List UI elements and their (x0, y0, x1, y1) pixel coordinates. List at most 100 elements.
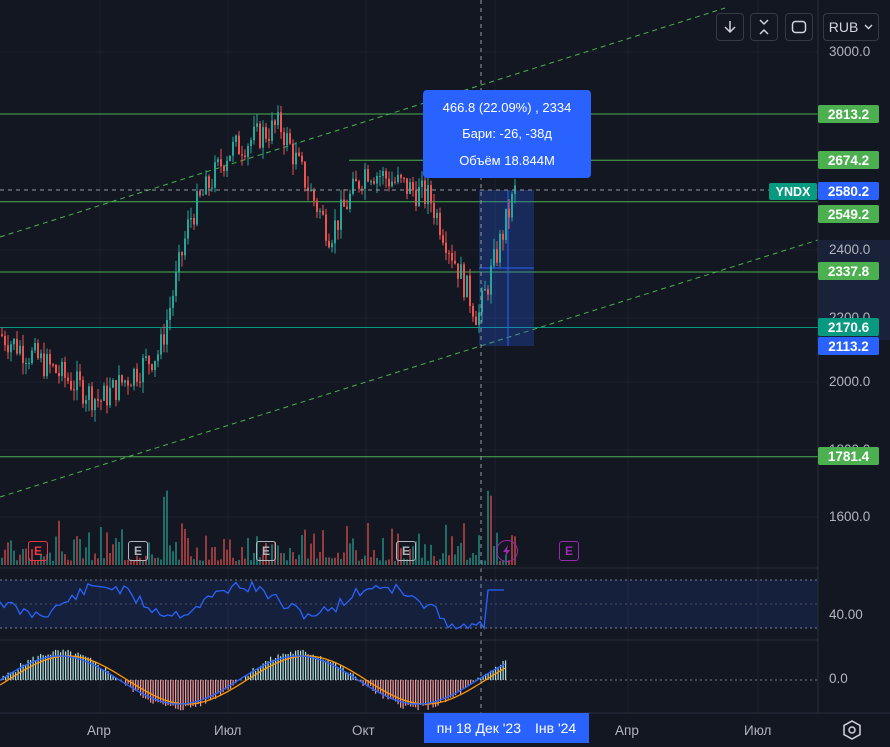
settings-gear-icon[interactable] (842, 720, 862, 745)
candle (439, 212, 441, 236)
volume-bar (385, 560, 387, 565)
lightning-icon[interactable] (496, 540, 518, 562)
last-price-label[interactable]: 2580.2 (818, 182, 879, 200)
candle (52, 364, 54, 366)
earnings-marker[interactable]: E (128, 541, 148, 561)
volume-bar (85, 547, 87, 565)
price-label-2674[interactable]: 2674.2 (818, 151, 879, 169)
currency-select[interactable]: RUB (823, 13, 879, 41)
candle (61, 361, 63, 377)
candle (232, 141, 234, 156)
earnings-marker[interactable]: E (28, 541, 48, 561)
oscillator-bar (172, 680, 174, 706)
oscillator-bar (432, 680, 434, 708)
volume-bar (436, 560, 438, 565)
earnings-marker[interactable]: E (256, 541, 276, 561)
oscillator-bar (7, 672, 9, 680)
volume-bar (127, 559, 129, 565)
volume-bar (241, 547, 243, 565)
oscillator-bar (375, 680, 377, 694)
candle (397, 174, 399, 182)
earnings-marker[interactable]: E (559, 541, 579, 561)
volume-bar (7, 542, 9, 565)
candle (403, 177, 405, 179)
oscillator-bar (257, 668, 259, 680)
oscillator-bar (330, 661, 332, 680)
price-label-2170[interactable]: 2170.6 (818, 318, 879, 336)
symbol-ticker-label[interactable]: YNDX (769, 183, 817, 200)
y-axis-label: 2000.0 (829, 374, 871, 389)
price-label-2113[interactable]: 2113.2 (818, 337, 879, 355)
price-label-1781[interactable]: 1781.4 (818, 447, 879, 465)
volume-bar (184, 528, 186, 565)
volume-bar (409, 548, 411, 565)
volume-bar (37, 560, 39, 565)
oscillator-bar (287, 654, 289, 680)
volume-bar (472, 552, 474, 565)
price-label-2337[interactable]: 2337.8 (818, 262, 879, 280)
volume-bar (358, 560, 360, 565)
oscillator-bar (320, 656, 322, 680)
candle (331, 243, 333, 248)
volume-bar (193, 559, 195, 565)
earnings-marker[interactable]: E (396, 541, 416, 561)
candle (247, 146, 249, 158)
volume-bar (346, 526, 348, 565)
volume-bar (262, 554, 264, 565)
volume-bar (322, 530, 324, 565)
candle (1, 334, 3, 336)
oscillator-bar (207, 680, 209, 699)
oscillator-bar (205, 680, 207, 704)
oscillator-bar (217, 680, 219, 694)
candle (454, 260, 456, 264)
candle (268, 138, 270, 141)
candle (400, 174, 402, 178)
oscillator-bar (85, 656, 87, 680)
candle (127, 380, 129, 386)
candle (208, 176, 210, 189)
volume-bar (109, 553, 111, 565)
oscillator-bar (412, 680, 414, 707)
volume-bar (130, 559, 132, 565)
candle (259, 123, 261, 148)
volume-bar (115, 538, 117, 565)
candle (73, 389, 75, 391)
volume-bar (217, 560, 219, 565)
candle (271, 120, 273, 141)
candle (460, 264, 462, 279)
candle (334, 220, 336, 244)
volume-bar (280, 553, 282, 565)
volume-bar (175, 542, 177, 565)
volume-bar (49, 552, 51, 565)
volume-bar (121, 529, 123, 565)
oscillator-bar (297, 649, 299, 680)
scroll-down-button[interactable] (716, 13, 744, 41)
oscillator-bar (80, 654, 82, 680)
candle (496, 249, 498, 263)
oscillator-bar (77, 652, 79, 680)
oscillator-bar (72, 655, 74, 680)
oscillator-bar (450, 680, 452, 698)
candle (220, 159, 222, 167)
collapse-button[interactable] (750, 13, 778, 41)
volume-bar (298, 554, 300, 565)
volume-bar (331, 558, 333, 565)
candle (154, 360, 156, 371)
oscillator-bar (165, 680, 167, 707)
volume-bar (490, 495, 492, 565)
oscillator-bar (385, 680, 387, 696)
candle (211, 187, 213, 189)
candle (364, 169, 366, 189)
candle (202, 194, 204, 196)
price-label-2549[interactable]: 2549.2 (818, 205, 879, 223)
oscillator-bar (295, 650, 297, 680)
restore-button[interactable] (785, 13, 813, 41)
candle (85, 399, 87, 404)
oscillator-bar (485, 673, 487, 680)
price-label-2813[interactable]: 2813.2 (818, 105, 879, 123)
volume-bar (106, 532, 108, 565)
candle (310, 189, 312, 192)
oscillator-bar (45, 655, 47, 680)
oscillator-bar (415, 680, 417, 708)
